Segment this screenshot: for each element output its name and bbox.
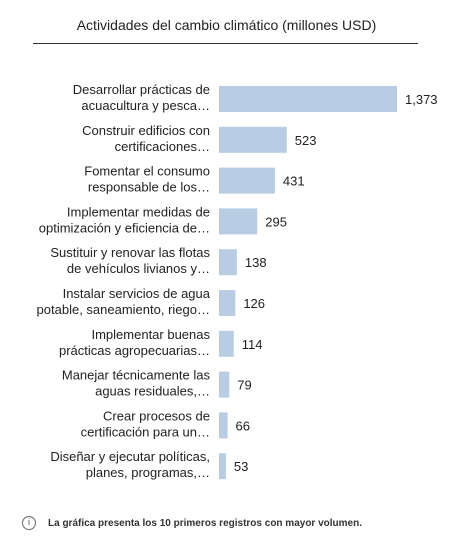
value-label-3: 295: [265, 214, 287, 229]
category-label-6-line-0: Implementar buenas: [91, 327, 210, 342]
bar-8[interactable]: [219, 412, 228, 439]
bar-chart: 1,373 Desarrollar prácticas deacuacultura…: [37, 82, 438, 480]
bar-7[interactable]: [219, 371, 230, 398]
value-label-5: 126: [243, 296, 265, 311]
value-label-4: 138: [245, 255, 267, 270]
category-label-5-line-0: Instalar servicios de agua: [63, 286, 211, 301]
bar-4[interactable]: [219, 249, 237, 276]
category-label-0-line-0: Desarrollar prácticas de: [73, 82, 210, 97]
value-label-2: 431: [283, 174, 305, 189]
category-label-8-line-1: certificación para un…: [81, 424, 210, 439]
value-label-9: 53: [234, 459, 248, 474]
bar-6[interactable]: [219, 330, 234, 357]
value-label-8: 66: [236, 418, 250, 433]
bar-5[interactable]: [219, 290, 236, 316]
category-label-3-line-1: optimización y eficiencia de…: [39, 220, 210, 235]
value-label-1: 523: [295, 133, 317, 148]
bar-3[interactable]: [219, 208, 258, 235]
category-label-9-line-0: Diseñar y ejecutar políticas,: [50, 449, 210, 464]
category-label-2-line-1: responsable de los…: [88, 180, 210, 195]
category-label-1-line-1: certificaciones…: [115, 139, 210, 154]
bar-9[interactable]: [219, 453, 226, 480]
bar-2[interactable]: [219, 167, 275, 194]
category-label-2-line-0: Fomentar el consumo: [84, 164, 210, 179]
title-divider: [33, 43, 418, 44]
bar-0[interactable]: [219, 86, 397, 112]
bar-1[interactable]: [219, 126, 287, 153]
category-label-7-line-0: Manejar técnicamente las: [62, 368, 211, 383]
category-label-6-line-1: prácticas agropecuarias…: [59, 343, 210, 358]
value-label-7: 79: [237, 378, 251, 393]
value-label-6: 114: [242, 337, 263, 352]
category-label-4-line-1: de vehículos livianos y…: [67, 261, 210, 276]
category-label-3-line-0: Implementar medidas de: [67, 204, 210, 219]
category-label-9-line-1: planes, programas,…: [86, 465, 210, 480]
value-label-0: 1,373: [405, 92, 438, 107]
footnote-text: La gráfica presenta los 10 primeros regi…: [48, 517, 362, 529]
category-label-5-line-1: potable, saneamiento, riego…: [37, 302, 210, 317]
info-icon: i: [22, 516, 36, 530]
category-label-0-line-1: acuacultura y pesca…: [81, 98, 210, 113]
category-label-7-line-1: aguas residuales,…: [95, 384, 210, 399]
footnote: i La gráfica presenta los 10 primeros re…: [22, 516, 362, 530]
chart-title: Actividades del cambio climático (millon…: [76, 17, 377, 33]
category-label-1-line-0: Construir edificios con: [82, 123, 210, 138]
category-label-4-line-0: Sustituir y renovar las flotas: [50, 245, 210, 260]
category-label-8-line-0: Crear procesos de: [103, 408, 210, 423]
